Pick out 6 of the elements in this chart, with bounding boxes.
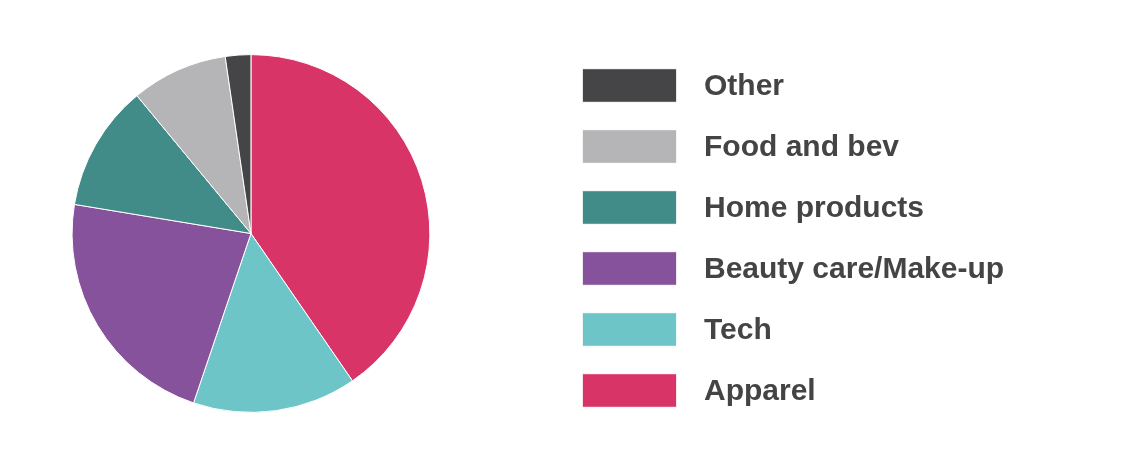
legend-label: Food and bev	[704, 129, 899, 163]
legend-label: Apparel	[704, 373, 816, 407]
legend-label: Beauty care/Make-up	[704, 251, 1005, 285]
legend-label: Home products	[704, 190, 925, 224]
legend-label: Tech	[704, 312, 772, 346]
legend-label: Other	[704, 68, 785, 102]
